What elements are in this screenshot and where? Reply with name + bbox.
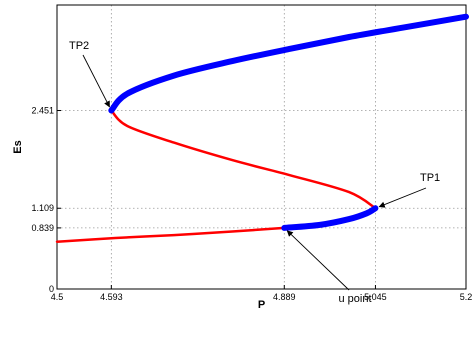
x-tick-label: 4.889: [273, 292, 296, 302]
y-axis-label: Es: [12, 140, 24, 153]
stable-branch-line: [108, 13, 469, 114]
unstable-branch-line: [110, 109, 377, 210]
plot-frame: [56, 4, 467, 290]
stable-branch-line: [281, 205, 379, 231]
y-tick-label: 0: [49, 284, 54, 294]
annotation-arrow: [82, 54, 110, 108]
x-tick-label: 4.593: [100, 292, 123, 302]
unstable-branch-line: [55, 226, 286, 243]
annotation-arrow: [286, 230, 350, 291]
x-tick-label: 4.5: [51, 292, 64, 302]
x-tick-label: 5.2: [460, 292, 472, 302]
y-tick-label: 2.451: [31, 106, 54, 116]
annotation-label: u point: [338, 293, 371, 305]
annotation-label: TP2: [69, 40, 89, 52]
annotation-arrow: [378, 187, 427, 208]
x-axis-label: P: [258, 299, 265, 311]
annotation-label: TP1: [420, 172, 440, 184]
x-tick-label: 5.045: [364, 292, 387, 302]
y-tick-label: 1.109: [31, 203, 54, 213]
y-tick-label: 0.839: [31, 223, 54, 233]
